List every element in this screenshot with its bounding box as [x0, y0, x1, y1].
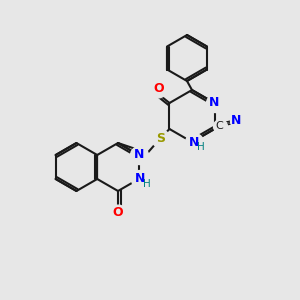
Text: S: S: [156, 131, 165, 145]
Text: N: N: [134, 148, 144, 161]
Text: N: N: [209, 97, 220, 110]
Text: H: H: [143, 179, 151, 189]
Text: N: N: [231, 115, 242, 128]
Text: O: O: [113, 206, 123, 220]
Text: O: O: [153, 82, 164, 95]
Text: H: H: [197, 142, 205, 152]
Text: N: N: [135, 172, 145, 185]
Text: C: C: [216, 121, 224, 131]
Text: N: N: [189, 136, 199, 148]
